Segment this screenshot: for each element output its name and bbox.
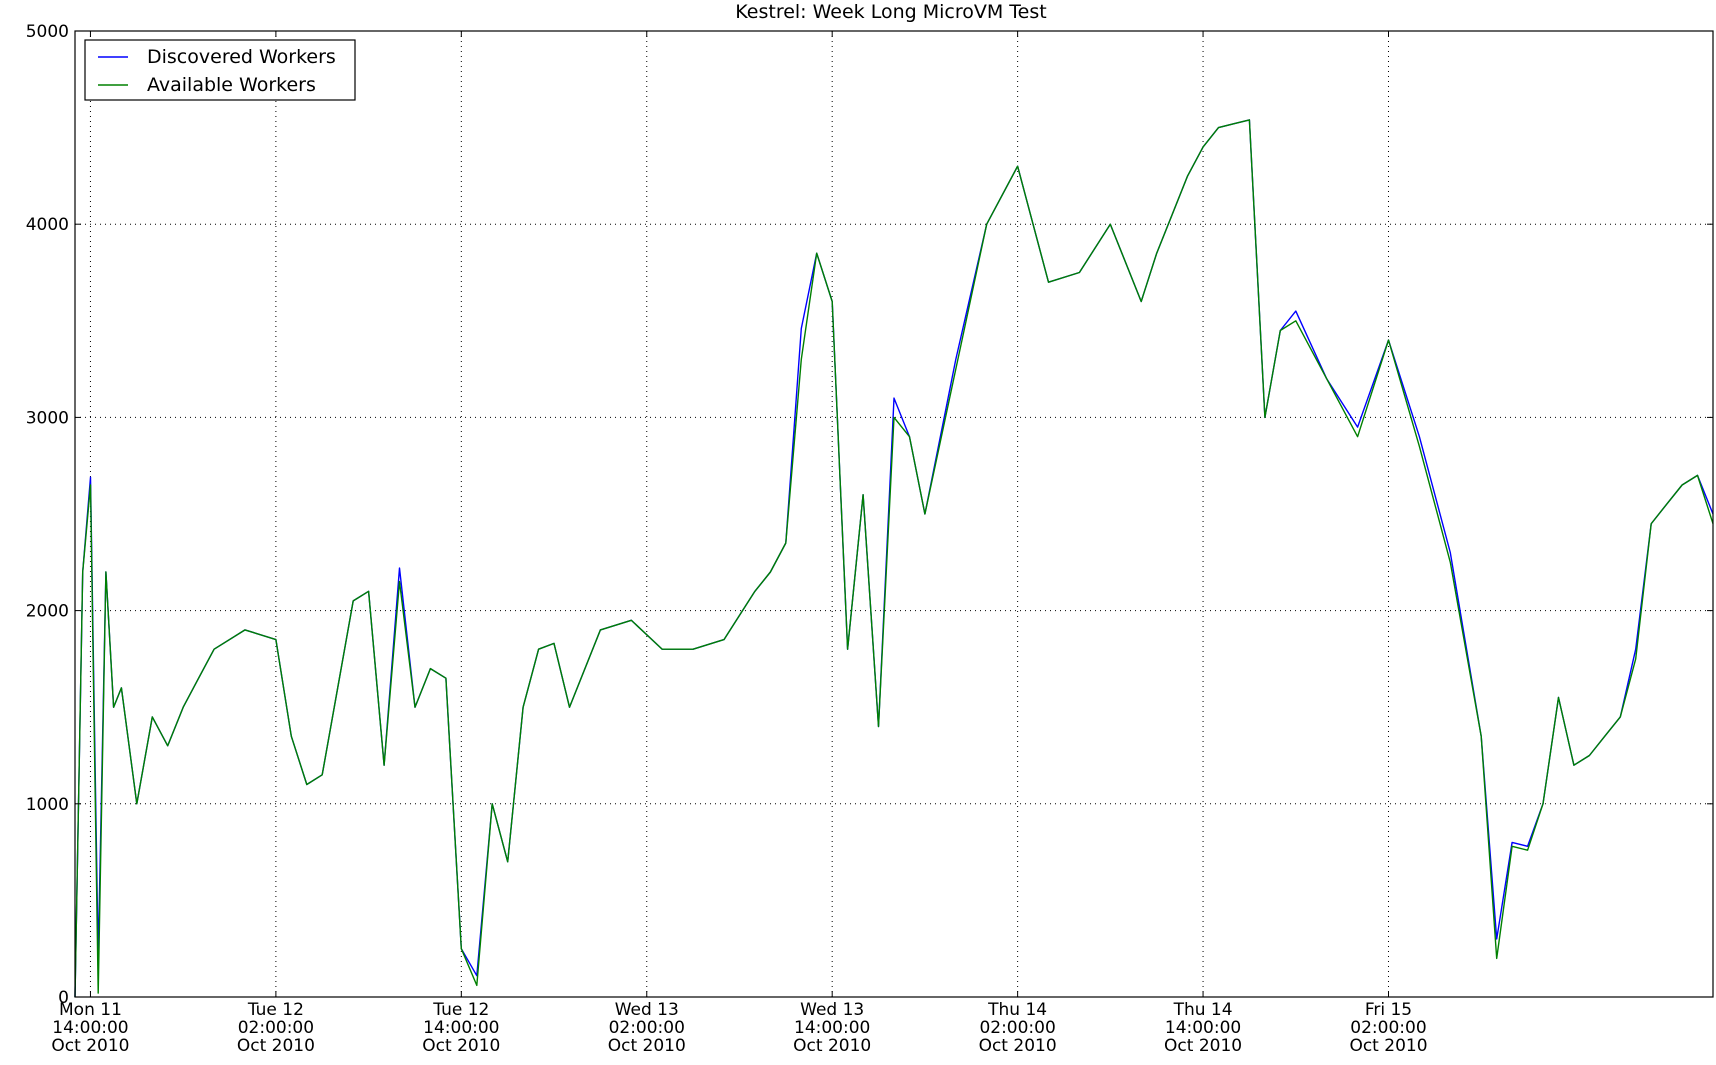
y-tick-label: 3000 <box>26 408 69 428</box>
legend-box <box>84 39 356 101</box>
x-tick-label: Wed 13 <box>800 1000 864 1020</box>
chart-title: Kestrel: Week Long MicroVM Test <box>735 1 1046 23</box>
x-tick-label: Wed 13 <box>615 1000 679 1020</box>
x-tick-label: Fri 15 <box>1365 1000 1412 1020</box>
x-tick-label: 02:00:00 <box>609 1018 685 1038</box>
plot-area <box>74 119 1714 998</box>
legend-label: Available Workers <box>147 74 316 96</box>
x-tick-label: 02:00:00 <box>979 1018 1055 1038</box>
x-tick-label: Thu 14 <box>1173 1000 1233 1020</box>
x-tick-label: 14:00:00 <box>794 1018 870 1038</box>
x-tick-label: Oct 2010 <box>1164 1036 1242 1056</box>
y-axis: 0 1000 2000 3000 4000 5000 <box>26 22 1713 1008</box>
series-line-available-workers <box>74 119 1714 998</box>
x-tick-label: Oct 2010 <box>51 1036 129 1056</box>
x-tick-label: 14:00:00 <box>1165 1018 1241 1038</box>
x-tick-label: Tue 12 <box>247 1000 304 1020</box>
x-tick-label: Oct 2010 <box>979 1036 1057 1056</box>
y-tick-label: 0 <box>58 988 69 1008</box>
legend: Discovered Workers Available Workers <box>84 39 356 101</box>
y-tick-label: 5000 <box>26 22 69 42</box>
x-tick-label: 02:00:00 <box>1350 1018 1426 1038</box>
x-tick-label: Oct 2010 <box>608 1036 686 1056</box>
x-tick-label: Oct 2010 <box>1349 1036 1427 1056</box>
x-tick-label: Oct 2010 <box>237 1036 315 1056</box>
x-tick-label: Mon 11 <box>59 1000 122 1020</box>
y-tick-label: 4000 <box>26 215 69 235</box>
grid-lines <box>75 31 1713 997</box>
y-tick-label: 1000 <box>26 795 69 815</box>
x-tick-label: Oct 2010 <box>793 1036 871 1056</box>
x-tick-label: 02:00:00 <box>238 1018 314 1038</box>
x-tick-label: Tue 12 <box>432 1000 489 1020</box>
legend-label: Discovered Workers <box>147 46 336 68</box>
plot-frame <box>74 30 1714 998</box>
x-tick-label: Oct 2010 <box>422 1036 500 1056</box>
y-tick-label: 2000 <box>26 602 69 622</box>
x-tick-label: 14:00:00 <box>52 1018 128 1038</box>
x-tick-label: 14:00:00 <box>423 1018 499 1038</box>
x-tick-label: Thu 14 <box>987 1000 1047 1020</box>
